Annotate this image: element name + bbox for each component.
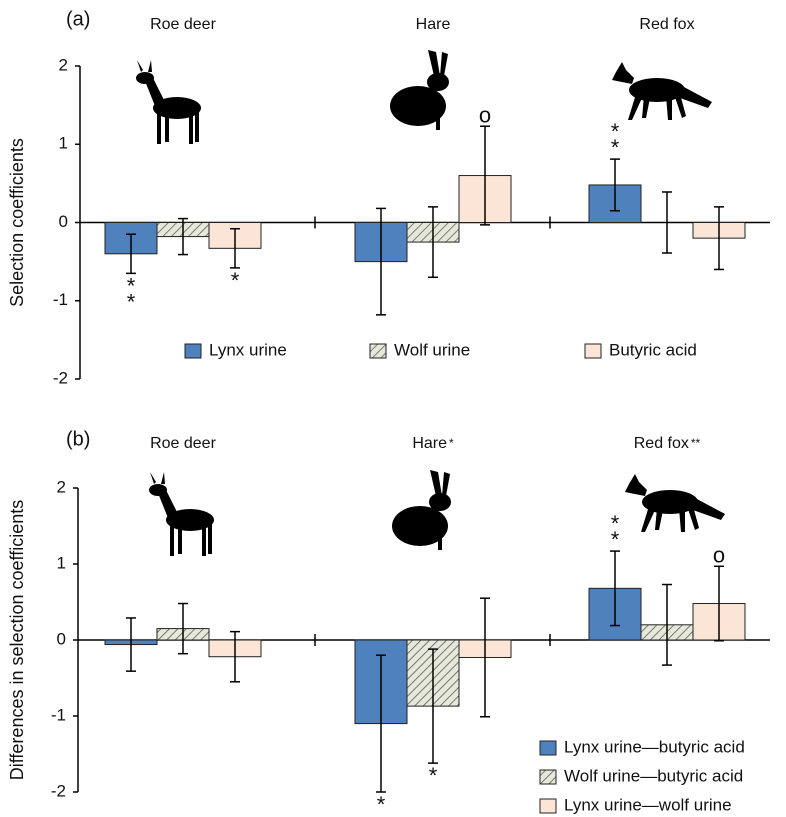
category-label: Hare: [416, 16, 451, 33]
y-tick-label: -1: [51, 705, 66, 724]
legend-swatch: [540, 741, 556, 755]
category-significance: **: [691, 436, 701, 450]
chart: (a) Selection coefficients -2 -1 0 1 2 Roe deer…: [0, 0, 786, 817]
significance-mark: *: [127, 289, 136, 314]
significance-label: **: [611, 119, 620, 160]
category-name: Red fox: [639, 16, 694, 33]
legend-swatch: [540, 770, 556, 784]
legend-swatch: [370, 344, 386, 358]
legend-label: Lynx urine: [209, 340, 287, 359]
legend-label: Butyric acid: [609, 340, 697, 359]
legend-label: Lynx urine—wolf urine: [564, 795, 732, 814]
y-tick-label: -2: [53, 368, 68, 387]
category-label: Red fox: [639, 16, 694, 33]
category-label: Roe deer: [150, 16, 216, 33]
panel-label: (a): [66, 8, 90, 30]
y-tick-label: 1: [57, 553, 66, 572]
significance-mark: o: [479, 102, 491, 127]
category-name: Roe deer: [150, 435, 216, 452]
panel-label: (b): [66, 428, 90, 450]
legend-swatch: [585, 344, 601, 358]
y-tick-label: 0: [57, 629, 66, 648]
y-tick-label: 0: [59, 212, 68, 231]
animal-silhouette: [392, 470, 451, 550]
significance-label: o: [479, 102, 491, 127]
legend-swatch: [185, 344, 201, 358]
animal-silhouette: [390, 50, 449, 130]
animal-silhouette: [149, 472, 214, 556]
legend-label: Wolf urine: [394, 340, 470, 359]
y-axis-label: Differences in selection coefficients: [7, 500, 27, 781]
significance-label: *: [429, 763, 438, 788]
category-name: Red fox: [634, 435, 689, 452]
y-tick-label: -1: [53, 290, 68, 309]
category-name: Hare: [416, 16, 451, 33]
category-significance: *: [449, 436, 454, 450]
category-name: Roe deer: [150, 16, 216, 33]
significance-label: **: [611, 511, 620, 552]
animal-silhouette: [612, 62, 712, 120]
category-label: Roe deer: [150, 435, 216, 452]
significance-label: *: [377, 792, 386, 817]
category-label: Hare*: [412, 435, 454, 452]
y-tick-label: 1: [59, 134, 68, 153]
animal-silhouette: [625, 474, 725, 532]
significance-label: *: [231, 268, 240, 293]
significance-label: o: [713, 542, 725, 567]
y-tick-label: 2: [57, 477, 66, 496]
legend-swatch: [540, 799, 556, 813]
category-label: Red fox**: [634, 435, 701, 452]
significance-mark: *: [377, 792, 386, 817]
y-tick-label: 2: [59, 55, 68, 74]
y-axis-label: Selection coefficients: [7, 138, 27, 307]
significance-mark: *: [429, 763, 438, 788]
y-tick-label: -2: [51, 781, 66, 800]
significance-label: **: [127, 273, 136, 314]
category-name: Hare: [412, 435, 447, 452]
significance-mark: o: [713, 542, 725, 567]
legend-label: Wolf urine—butyric acid: [564, 766, 743, 785]
significance-mark: *: [231, 268, 240, 293]
significance-mark: *: [611, 135, 620, 160]
legend-label: Lynx urine—butyric acid: [564, 737, 745, 756]
significance-mark: *: [611, 527, 620, 552]
animal-silhouette: [136, 60, 201, 144]
